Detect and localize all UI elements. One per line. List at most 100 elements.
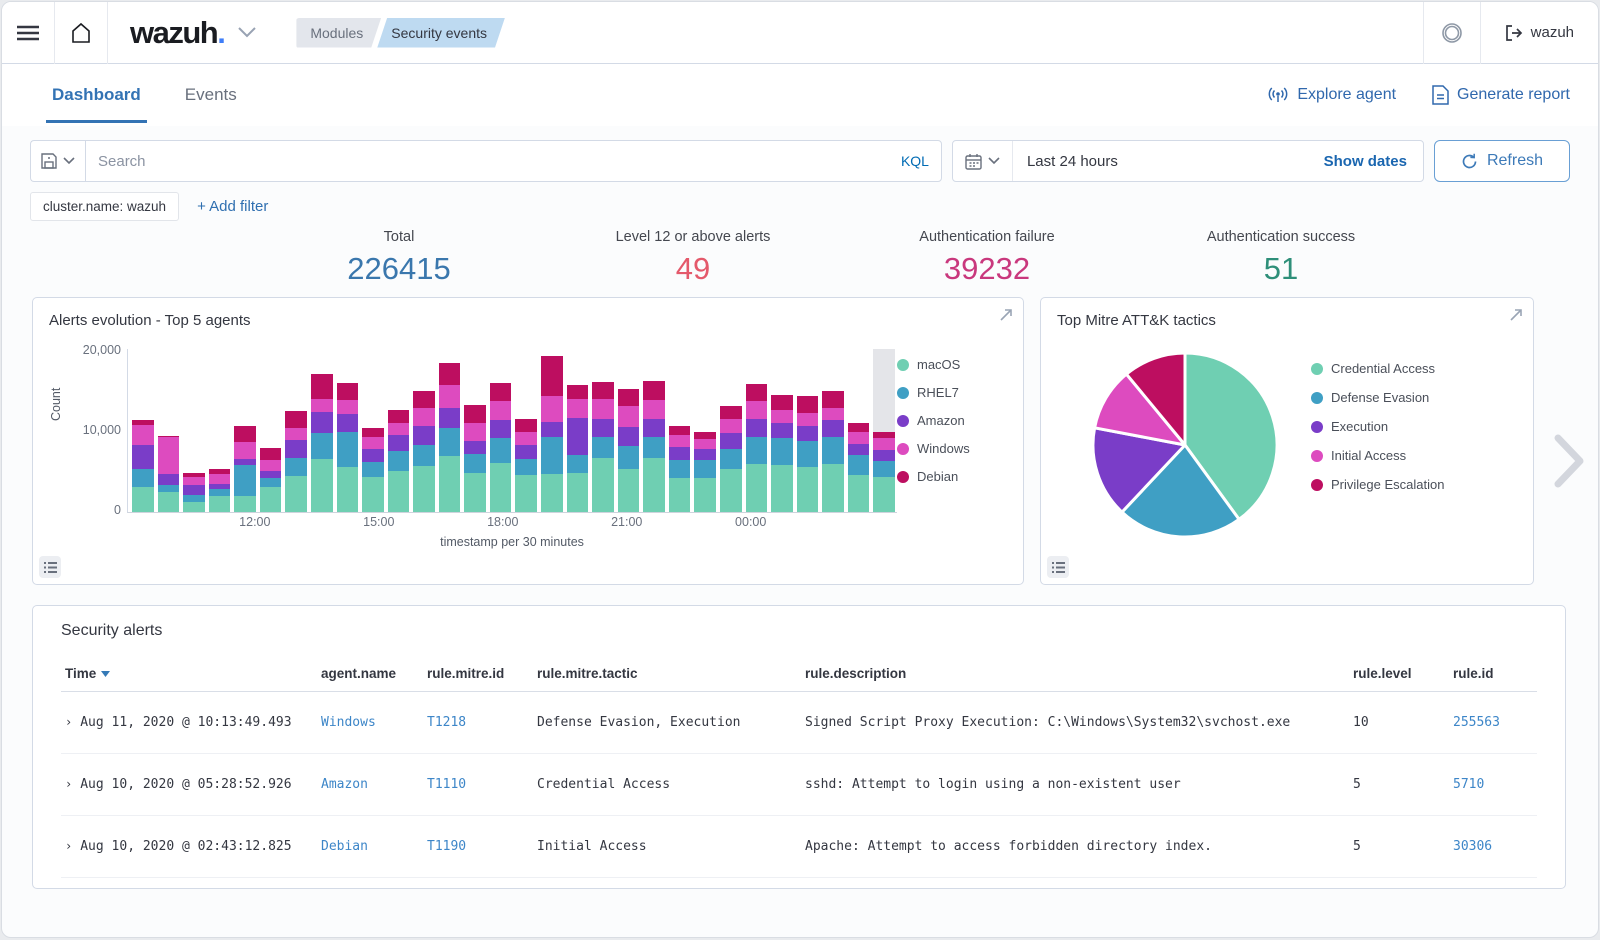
bar-segment-macos[interactable] [618, 469, 640, 513]
bar-segment-windows[interactable] [234, 442, 256, 458]
calendar-button[interactable] [953, 141, 1013, 181]
expand-panel-icon[interactable] [1509, 308, 1523, 322]
filter-chip-cluster[interactable]: cluster.name: wazuh [30, 192, 179, 221]
legend-item[interactable]: Initial Access [1311, 448, 1444, 463]
stacked-bar[interactable] [209, 349, 231, 512]
bar-segment-windows[interactable] [643, 400, 665, 420]
bar-segment-macos[interactable] [848, 475, 870, 512]
bar-segment-rhel7[interactable] [337, 432, 359, 467]
cell-agent[interactable]: Amazon [317, 754, 423, 815]
bar-segment-rhel7[interactable] [209, 489, 231, 496]
bar-segment-macos[interactable] [260, 487, 282, 512]
chevron-down-icon[interactable] [238, 27, 256, 38]
expand-panel-icon[interactable] [999, 308, 1013, 322]
stacked-bar[interactable] [132, 349, 154, 512]
bar-segment-windows[interactable] [822, 408, 844, 420]
bar-segment-windows[interactable] [873, 438, 895, 450]
date-range-value[interactable]: Last 24 hours [1013, 153, 1132, 170]
pie-svg[interactable] [1085, 341, 1285, 545]
bar-segment-amazon[interactable] [592, 419, 614, 438]
column-header-description[interactable]: rule.description [801, 656, 1349, 691]
bar-segment-rhel7[interactable] [822, 437, 844, 465]
bar-segment-macos[interactable] [439, 456, 461, 512]
legend-item[interactable]: Privilege Escalation [1311, 477, 1444, 492]
column-header-time[interactable]: Time [61, 656, 317, 691]
bar-segment-debian[interactable] [337, 383, 359, 400]
stat-value[interactable]: 39232 [840, 251, 1134, 287]
saved-query-button[interactable] [30, 140, 85, 182]
menu-button[interactable] [2, 2, 54, 64]
bar-segment-debian[interactable] [567, 385, 589, 399]
bar-segment-macos[interactable] [694, 478, 716, 512]
bar-segment-amazon[interactable] [643, 419, 665, 437]
bar-segment-amazon[interactable] [311, 412, 333, 433]
bar-segment-debian[interactable] [694, 432, 716, 439]
bar-segment-windows[interactable] [720, 419, 742, 433]
bar-segment-debian[interactable] [592, 382, 614, 398]
bar-segment-debian[interactable] [541, 356, 563, 395]
bar-segment-windows[interactable] [158, 437, 180, 474]
cell-agent[interactable]: Windows [317, 692, 423, 753]
row-expand-icon[interactable]: › [65, 777, 72, 791]
bar-segment-amazon[interactable] [260, 471, 282, 478]
app-logo[interactable]: wazuh. [108, 15, 270, 51]
legend-item[interactable]: RHEL7 [897, 385, 1007, 400]
bar-segment-rhel7[interactable] [285, 458, 307, 476]
bar-segment-macos[interactable] [567, 473, 589, 512]
health-check-button[interactable] [1424, 2, 1480, 64]
stacked-bar[interactable] [746, 349, 768, 512]
cell-mitre_id[interactable]: T1110 [423, 754, 533, 815]
bar-segment-debian[interactable] [490, 383, 512, 401]
stacked-bar[interactable] [567, 349, 589, 512]
column-header-tactic[interactable]: rule.mitre.tactic [533, 656, 801, 691]
bar-segment-amazon[interactable] [285, 440, 307, 458]
bar-segment-windows[interactable] [746, 401, 768, 420]
bar-segment-macos[interactable] [158, 492, 180, 512]
stacked-bar[interactable] [158, 349, 180, 512]
stacked-bar[interactable] [541, 349, 563, 512]
row-expand-icon[interactable]: › [65, 715, 72, 729]
bar-segment-amazon[interactable] [873, 450, 895, 462]
bar-segment-rhel7[interactable] [873, 461, 895, 477]
bar-segment-macos[interactable] [643, 458, 665, 512]
stacked-bar[interactable] [822, 349, 844, 512]
bar-segment-debian[interactable] [669, 426, 691, 435]
bar-segment-rhel7[interactable] [643, 437, 665, 458]
bar-segment-amazon[interactable] [158, 474, 180, 485]
row-expand-icon[interactable]: › [65, 839, 72, 853]
stacked-bar[interactable] [720, 349, 742, 512]
bar-segment-macos[interactable] [132, 487, 154, 512]
bar-segment-rhel7[interactable] [413, 445, 435, 466]
bar-segment-amazon[interactable] [822, 420, 844, 436]
column-header-agent[interactable]: agent.name [317, 656, 423, 691]
bar-segment-macos[interactable] [746, 464, 768, 512]
stacked-bar[interactable] [362, 349, 384, 512]
bar-segment-debian[interactable] [515, 419, 537, 431]
bar-segment-macos[interactable] [592, 458, 614, 512]
bar-segment-amazon[interactable] [183, 485, 205, 495]
cell-rule_id[interactable]: 30306 [1449, 816, 1537, 877]
bar-segment-rhel7[interactable] [567, 455, 589, 473]
bar-segment-rhel7[interactable] [694, 460, 716, 478]
bar-segment-macos[interactable] [873, 477, 895, 512]
bar-segment-macos[interactable] [362, 477, 384, 512]
stacked-bar[interactable] [669, 349, 691, 512]
stacked-bar[interactable] [234, 349, 256, 512]
bar-segment-macos[interactable] [771, 465, 793, 512]
bar-segment-amazon[interactable] [362, 449, 384, 462]
column-header-mitre_id[interactable]: rule.mitre.id [423, 656, 533, 691]
cell-mitre_id[interactable]: T1218 [423, 692, 533, 753]
bar-segment-macos[interactable] [388, 471, 410, 512]
bar-segment-rhel7[interactable] [746, 437, 768, 463]
bar-segment-amazon[interactable] [669, 447, 691, 459]
bar-segment-rhel7[interactable] [464, 454, 486, 473]
bar-segment-windows[interactable] [464, 423, 486, 441]
bar-segment-windows[interactable] [183, 477, 205, 485]
bar-segment-debian[interactable] [771, 395, 793, 411]
bar-segment-windows[interactable] [209, 474, 231, 484]
stat-value[interactable]: 226415 [252, 251, 546, 287]
inspect-panel-button[interactable] [1047, 556, 1069, 578]
bar-segment-debian[interactable] [285, 411, 307, 428]
bar-segment-windows[interactable] [848, 432, 870, 444]
legend-item[interactable]: Debian [897, 469, 1007, 484]
